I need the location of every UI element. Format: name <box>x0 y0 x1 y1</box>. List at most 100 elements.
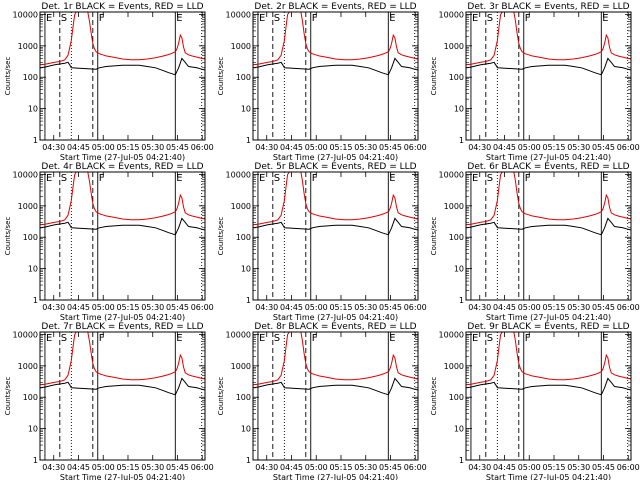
x-axis-label: Start Time (27-Jul-05 04:21:40) <box>273 473 398 480</box>
y-tick-label: 100 <box>236 73 251 82</box>
marker-label: E <box>176 173 182 184</box>
lld-series-line <box>40 12 205 66</box>
marker-label: E <box>46 13 52 24</box>
y-tick-label: 10000 <box>13 170 38 179</box>
y-axis-label: Counts/sec <box>4 57 12 96</box>
x-tick-label: 04:45 <box>67 463 90 472</box>
panel-title: Det. 9r BLACK = Events, RED = LLD <box>467 322 629 332</box>
plot-frame <box>465 11 632 141</box>
x-tick-label: 05:30 <box>567 303 590 312</box>
x-tick-label: 05:00 <box>518 303 541 312</box>
marker-label: F <box>99 173 105 184</box>
y-tick-label: 10 <box>454 265 464 274</box>
x-tick-label: 04:45 <box>67 303 90 312</box>
x-tick-label: 05:30 <box>354 463 377 472</box>
lld-series-line <box>253 332 418 386</box>
marker-label: E <box>602 173 608 184</box>
lld-series-line <box>253 12 418 66</box>
x-tick-label: 05:00 <box>305 303 328 312</box>
x-tick-label: 04:45 <box>280 303 303 312</box>
marker-label: E <box>259 173 265 184</box>
x-tick-label: 04:45 <box>493 303 516 312</box>
y-tick-label: 1 <box>459 456 464 465</box>
y-tick-label: 100 <box>236 233 251 242</box>
marker-label: S <box>487 333 493 344</box>
x-tick-label: 04:30 <box>255 303 278 312</box>
marker-label: E <box>389 13 395 24</box>
y-axis-label: Counts/sec <box>430 57 438 96</box>
panel-4: Det. 4r BLACK = Events, RED = LLD 1 10 100 1… <box>4 162 214 322</box>
x-tick-label: 05:15 <box>116 143 139 152</box>
lld-series-line <box>253 172 418 226</box>
marker-label: F <box>312 13 318 24</box>
y-tick-label: 1000 <box>18 362 38 371</box>
y-tick-label: 1 <box>33 456 38 465</box>
x-tick-label: 05:00 <box>305 463 328 472</box>
panel-title: Det. 2r BLACK = Events, RED = LLD <box>254 2 416 12</box>
x-tick-label: 06:00 <box>617 143 640 152</box>
x-tick-label: 05:15 <box>329 303 352 312</box>
y-tick-label: 10000 <box>13 10 38 19</box>
x-tick-label: 05:00 <box>92 143 115 152</box>
x-tick-label: 04:45 <box>493 463 516 472</box>
x-tick-label: 05:15 <box>329 463 352 472</box>
plot-frame <box>465 331 632 461</box>
y-axis-label: Counts/sec <box>4 217 12 256</box>
x-tick-label: 05:30 <box>567 143 590 152</box>
x-tick-label: 04:30 <box>468 143 491 152</box>
marker-label: F <box>525 173 531 184</box>
marker-label: S <box>487 173 493 184</box>
panel-3: Det. 3r BLACK = Events, RED = LLD 1 10 100 1… <box>430 2 640 162</box>
y-tick-label: 100 <box>449 393 464 402</box>
y-tick-label: 10000 <box>439 170 464 179</box>
marker-label: S <box>487 13 493 24</box>
x-tick-label: 05:30 <box>567 463 590 472</box>
y-tick-label: 1 <box>246 136 251 145</box>
panel-8: Det. 8r BLACK = Events, RED = LLD 1 10 100 1… <box>217 322 427 482</box>
plot-frame <box>39 11 206 141</box>
marker-label: E <box>389 173 395 184</box>
x-tick-label: 04:30 <box>255 463 278 472</box>
x-tick-label: 05:30 <box>141 143 164 152</box>
series-group <box>253 12 418 76</box>
y-tick-label: 1000 <box>18 202 38 211</box>
y-tick-label: 100 <box>23 393 38 402</box>
events-series-line <box>40 377 205 396</box>
events-series-line <box>466 57 631 76</box>
x-tick-label: 05:45 <box>166 303 189 312</box>
y-tick-label: 10 <box>241 105 251 114</box>
x-tick-label: 05:30 <box>141 303 164 312</box>
y-tick-label: 1000 <box>231 202 251 211</box>
panel-9: Det. 9r BLACK = Events, RED = LLD 1 10 100 1… <box>430 322 640 482</box>
x-tick-label: 05:00 <box>305 143 328 152</box>
panel-title: Det. 8r BLACK = Events, RED = LLD <box>254 322 416 332</box>
series-group <box>40 332 205 396</box>
panel-title: Det. 6r BLACK = Events, RED = LLD <box>467 162 629 172</box>
x-axis-label: Start Time (27-Jul-05 04:21:40) <box>486 153 611 162</box>
y-tick-label: 10000 <box>439 10 464 19</box>
marker-label: F <box>312 173 318 184</box>
x-tick-label: 05:00 <box>92 463 115 472</box>
marker-label: S <box>274 13 280 24</box>
panel-5: Det. 5r BLACK = Events, RED = LLD 1 10 100 1… <box>217 162 427 322</box>
y-tick-label: 10000 <box>226 10 251 19</box>
series-group <box>466 12 631 76</box>
marker-label: F <box>525 13 531 24</box>
x-axis-label: Start Time (27-Jul-05 04:21:40) <box>60 313 185 322</box>
marker-label: E <box>389 333 395 344</box>
x-tick-label: 04:30 <box>468 303 491 312</box>
x-axis-label: Start Time (27-Jul-05 04:21:40) <box>60 153 185 162</box>
y-tick-label: 100 <box>236 393 251 402</box>
x-axis-label: Start Time (27-Jul-05 04:21:40) <box>486 313 611 322</box>
x-tick-label: 05:15 <box>542 303 565 312</box>
lld-series-line <box>40 172 205 226</box>
lld-series-line <box>466 172 631 226</box>
x-tick-label: 04:45 <box>67 143 90 152</box>
y-tick-label: 100 <box>449 73 464 82</box>
x-tick-label: 05:15 <box>116 463 139 472</box>
x-tick-label: 05:15 <box>542 463 565 472</box>
plot-frame <box>252 11 419 141</box>
y-tick-label: 10000 <box>226 330 251 339</box>
y-tick-label: 10 <box>454 105 464 114</box>
x-tick-label: 05:45 <box>379 463 402 472</box>
